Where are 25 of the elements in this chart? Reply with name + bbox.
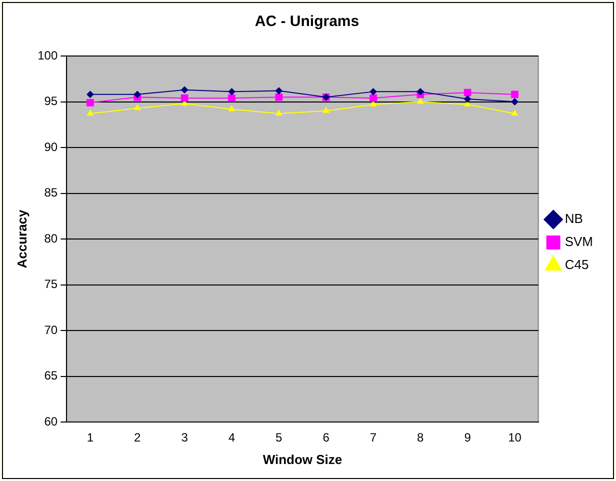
y-tick-label: 80 bbox=[44, 231, 58, 246]
chart-title: AC - Unigrams bbox=[254, 13, 360, 30]
y-tick-label: 100 bbox=[38, 48, 58, 62]
y-tick-label: 60 bbox=[44, 414, 58, 428]
legend-label: NB bbox=[564, 211, 583, 226]
y-tick-label: 65 bbox=[44, 368, 58, 383]
x-axis-title: Window Size bbox=[262, 452, 342, 467]
x-tick-label: 7 bbox=[370, 430, 377, 445]
x-tick-label: 2 bbox=[134, 430, 142, 445]
y-tick-label: 70 bbox=[44, 322, 58, 337]
legend-label: C45 bbox=[564, 257, 589, 272]
x-tick-label: 10 bbox=[508, 430, 522, 445]
x-tick-label: 8 bbox=[417, 430, 424, 445]
legend-label: SVM bbox=[564, 234, 593, 250]
x-tick-label: 5 bbox=[276, 430, 283, 445]
x-tick-label: 1 bbox=[86, 430, 94, 445]
x-tick-label: 9 bbox=[464, 430, 472, 445]
y-axis-title: Accuracy bbox=[14, 208, 30, 268]
y-tick-label: 90 bbox=[44, 140, 58, 154]
x-tick-label: 4 bbox=[228, 430, 236, 445]
x-tick-label: 6 bbox=[322, 430, 330, 445]
y-tick-label: 75 bbox=[44, 277, 58, 292]
x-tick-label: 3 bbox=[181, 430, 188, 445]
y-tick-label: 85 bbox=[44, 186, 58, 200]
y-tick-label: 95 bbox=[44, 94, 58, 108]
